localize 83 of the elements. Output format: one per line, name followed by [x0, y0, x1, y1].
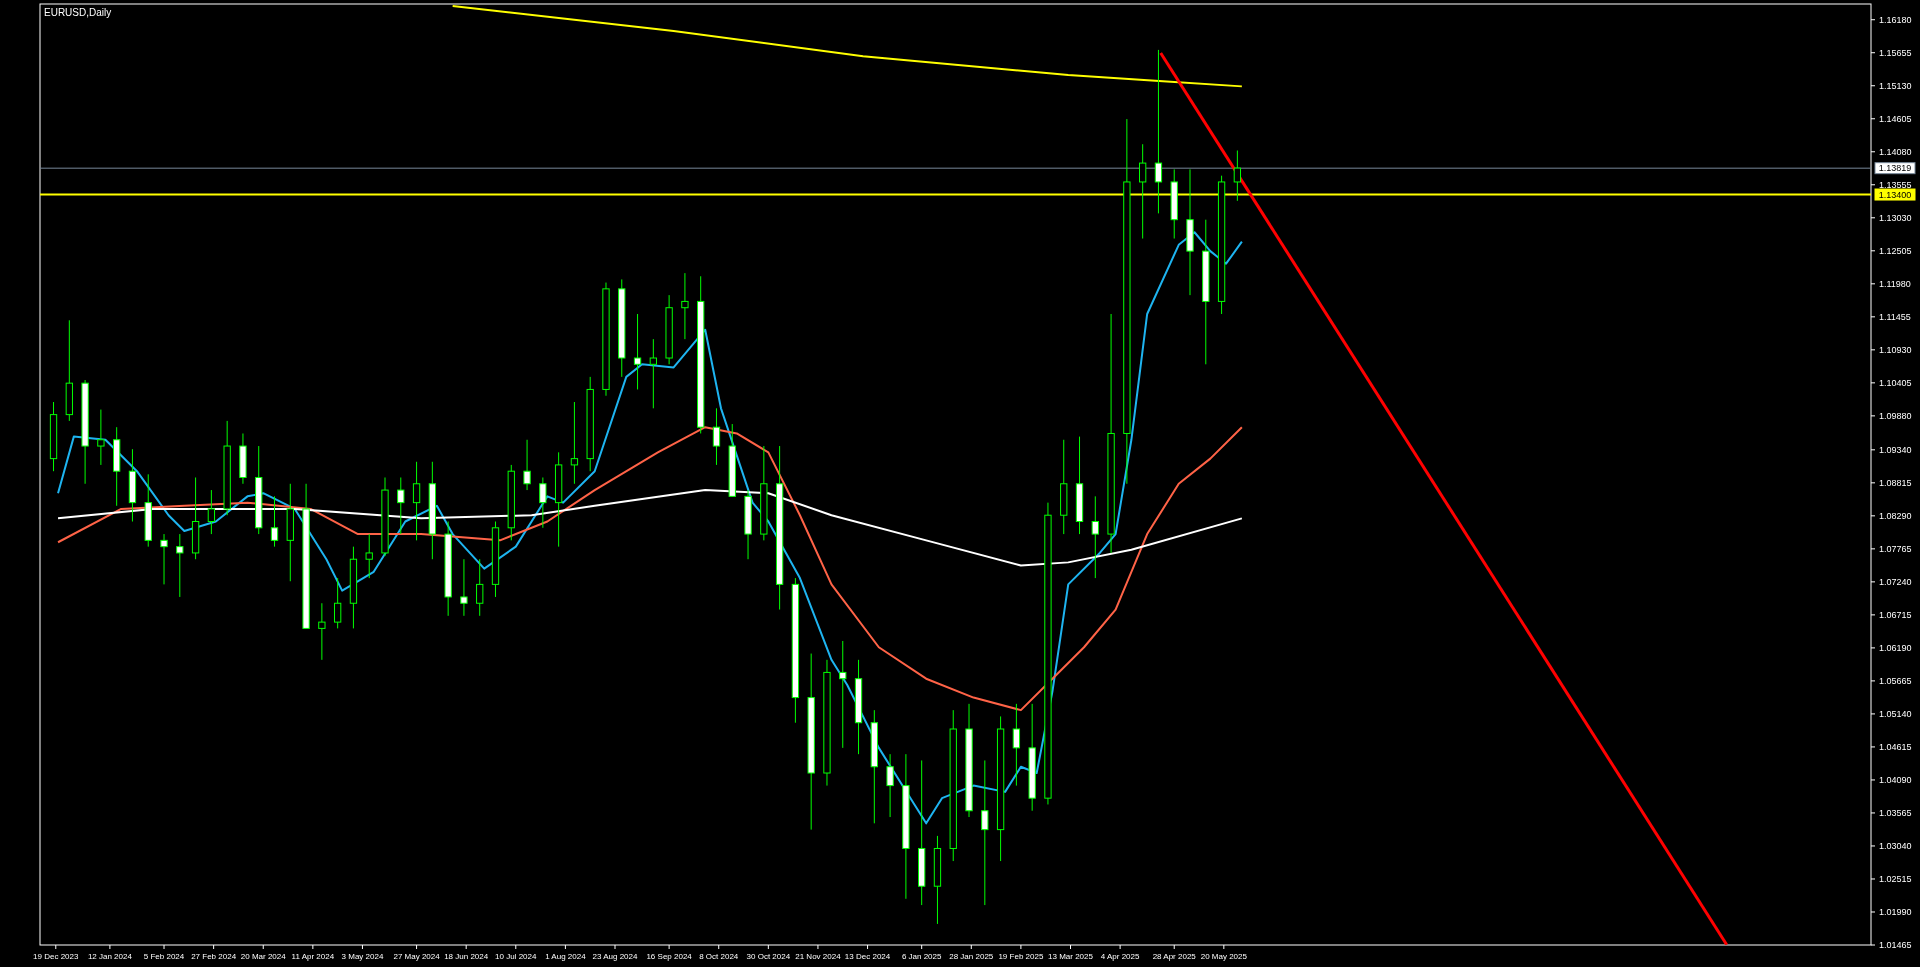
candlestick: [886, 753, 894, 818]
candlestick: [476, 558, 484, 617]
y-tick-label: 1.10405: [1879, 378, 1912, 388]
y-tick-label: 1.08290: [1879, 510, 1912, 521]
y-tick-label: 1.14080: [1879, 146, 1912, 157]
chart-title: EURUSD,Daily: [44, 7, 112, 18]
x-tick-label: 11 Apr 2024: [291, 952, 335, 961]
candlestick: [176, 533, 184, 598]
x-tick-label: 28 Apr 2025: [1152, 952, 1197, 961]
candlestick: [839, 640, 847, 749]
x-tick-label: 28 Jan 2025: [949, 952, 994, 961]
candlestick: [633, 313, 642, 390]
y-tick-label: 1.14605: [1879, 113, 1912, 124]
candlestick: [712, 407, 721, 466]
x-tick-label: 4 Apr 2025: [1100, 952, 1141, 961]
candlestick: [1139, 143, 1147, 240]
y-tick-label: 1.08815: [1879, 477, 1912, 488]
y-tick-label: 1.05665: [1879, 676, 1912, 687]
y-tick-label: 1.04615: [1879, 742, 1912, 753]
candlestick: [333, 577, 342, 629]
y-tick-label: 1.02515: [1879, 874, 1912, 885]
x-tick-label: 13 Dec 2024: [844, 952, 891, 961]
y-tick-label: 1.10930: [1879, 344, 1912, 355]
candlestick: [270, 495, 279, 548]
x-tick-label: 30 Oct 2024: [746, 952, 791, 961]
candlestick: [160, 533, 168, 585]
y-tick-label: 1.16180: [1879, 14, 1912, 25]
candlestick: [97, 409, 105, 466]
x-tick-label: 1 Aug 2024: [545, 952, 587, 961]
y-tick-label: 1.01465: [1879, 940, 1912, 951]
y-tick-label: 1.06715: [1879, 610, 1912, 621]
y-tick-label: 1.04090: [1879, 775, 1912, 786]
candlestick: [523, 439, 531, 491]
x-tick-label: 10 Jul 2024: [495, 952, 538, 961]
ref-line-label: 1.13400: [1878, 189, 1912, 200]
x-tick-label: 21 Nov 2024: [795, 952, 842, 961]
y-tick-label: 1.09880: [1879, 411, 1912, 422]
candlestick: [1233, 150, 1242, 202]
candlestick: [570, 401, 579, 485]
x-tick-label: 23 Aug 2024: [592, 952, 639, 961]
y-tick-label: 1.12505: [1879, 245, 1912, 256]
x-tick-label: 19 Dec 2023: [33, 952, 80, 961]
x-tick-label: 13 Mar 2025: [1048, 952, 1094, 961]
y-tick-label: 1.11980: [1879, 278, 1911, 289]
candlestick: [460, 558, 468, 617]
line-series: [451, 4, 1243, 88]
candlestick: [681, 272, 689, 340]
x-tick-label: 16 Sep 2024: [646, 952, 693, 961]
y-tick-label: 1.07240: [1879, 577, 1912, 588]
x-tick-label: 18 Jun 2024: [444, 952, 489, 961]
x-tick-label: 6 Jan 2025: [901, 952, 943, 961]
line-series: [57, 426, 1243, 712]
candlestick: [1154, 49, 1163, 214]
line-series: [57, 231, 1243, 825]
x-tick-label: 19 Feb 2025: [998, 952, 1044, 961]
ref-line-label: 1.13819: [1878, 163, 1912, 174]
candlestick: [365, 533, 373, 579]
y-tick-label: 1.07765: [1879, 544, 1912, 555]
y-tick-label: 1.13555: [1879, 179, 1912, 190]
y-tick-label: 1.15655: [1879, 47, 1912, 58]
x-tick-label: 20 Mar 2024: [240, 952, 287, 961]
x-tick-label: 12 Jan 2024: [87, 952, 133, 961]
y-tick-label: 1.03565: [1879, 808, 1912, 819]
candlestick: [412, 461, 421, 541]
y-tick-label: 1.05140: [1879, 709, 1912, 720]
x-tick-label: 5 Feb 2024: [143, 952, 185, 961]
x-tick-label: 3 May 2024: [341, 952, 384, 961]
y-tick-label: 1.09340: [1879, 444, 1912, 455]
y-tick-label: 1.01990: [1879, 907, 1912, 918]
y-tick-label: 1.03040: [1879, 841, 1912, 852]
y-tick-label: 1.15130: [1879, 80, 1912, 91]
x-tick-label: 27 May 2024: [393, 952, 441, 961]
y-tick-label: 1.11455: [1879, 311, 1911, 322]
x-tick-label: 8 Oct 2024: [699, 952, 739, 961]
candlestick: [649, 338, 657, 409]
y-tick-label: 1.13030: [1879, 212, 1912, 223]
candlestick: [207, 489, 216, 535]
y-tick-label: 1.06190: [1879, 643, 1912, 654]
x-tick-label: 27 Feb 2024: [191, 952, 237, 961]
candlestick: [1012, 703, 1021, 787]
x-tick-label: 20 May 2025: [1200, 952, 1248, 961]
candlestick: [318, 602, 326, 661]
candlestick: [981, 759, 989, 906]
